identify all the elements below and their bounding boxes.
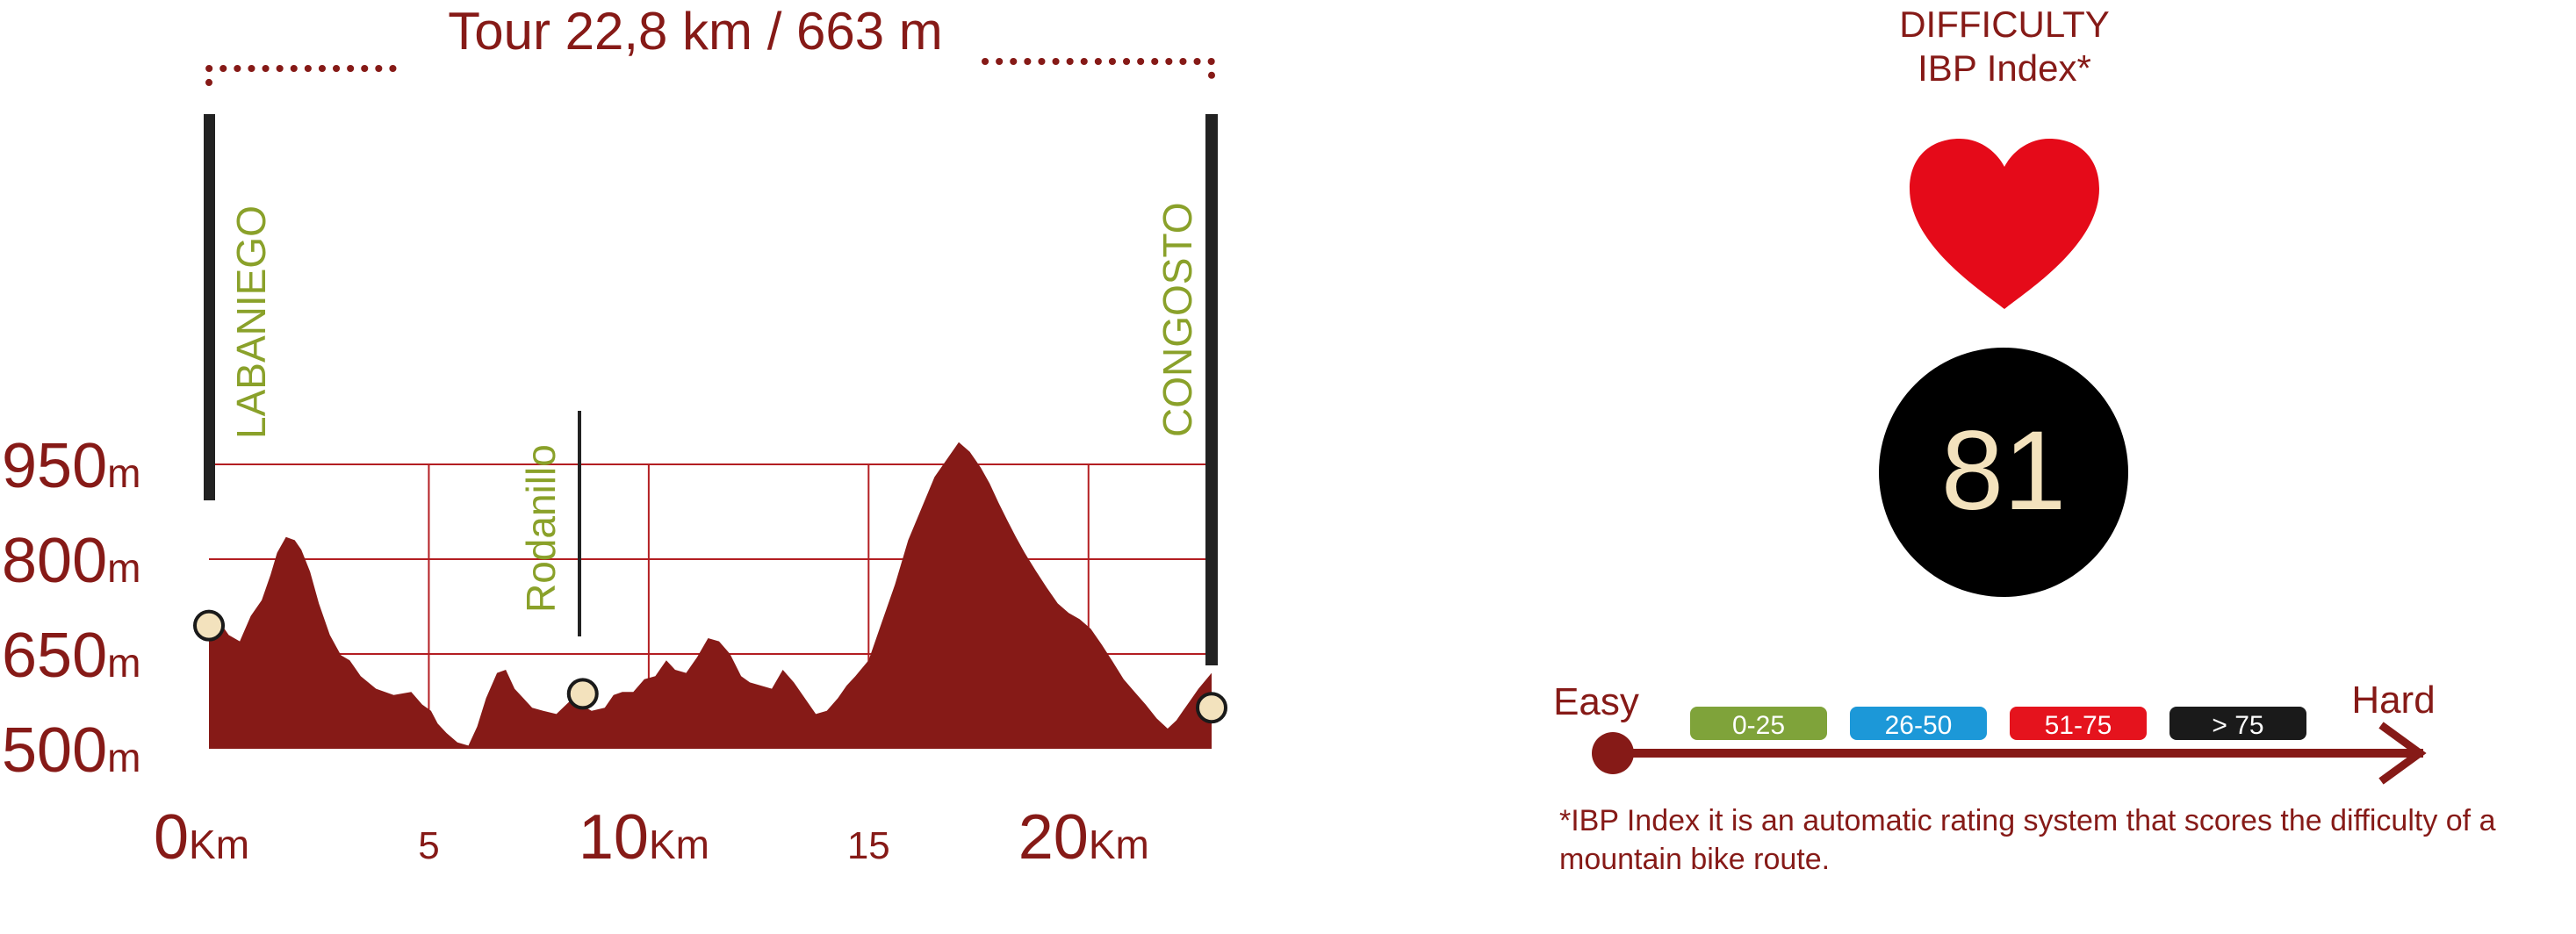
range-pill-26-50 [1850, 707, 1987, 740]
y-tick-unit: m [107, 640, 140, 686]
x-tick-unit: Km [649, 822, 709, 867]
place-label-congosto: CONGOSTO [1155, 202, 1200, 437]
marker-congosto [1196, 692, 1227, 724]
title-bracket-left [205, 65, 409, 86]
scale-start-dot [1592, 732, 1634, 774]
y-tick-label: 500m [2, 715, 140, 786]
easy-label: Easy [1553, 680, 1639, 723]
difficulty-panel: DIFFICULTY IBP Index* 81 Easy Hard 0-25 … [1553, 4, 2495, 876]
range-pill-0-25 [1690, 707, 1827, 740]
x-tick-unit: Km [1089, 822, 1149, 867]
difficulty-title: DIFFICULTY [1899, 4, 2110, 45]
elevation-chart: Tour 22,8 km / 663 m 950m 800m 650m 500m 0K… [2, 2, 1227, 873]
y-tick-unit: m [107, 450, 140, 496]
y-tick-unit: m [107, 735, 140, 780]
title-bracket-right [982, 58, 1215, 86]
scale-range-pills: 0-25 26-50 51-75 > 75 [1690, 707, 2306, 740]
x-axis-labels: 0Km 5 10Km 15 20Km [154, 802, 1149, 873]
range-label-51-75: 51-75 [2045, 711, 2112, 740]
place-label-rodanillo: Rodanillo [518, 444, 564, 613]
range-label-over-75: > 75 [2212, 711, 2263, 740]
end-post [1205, 114, 1218, 665]
place-label-labaniego: LABANIEGO [228, 205, 274, 439]
range-pill-51-75 [2010, 707, 2147, 740]
ibp-index-subtitle: IBP Index* [1918, 47, 2091, 89]
range-label-0-25: 0-25 [1732, 711, 1785, 740]
scale-arrow-head [2378, 722, 2427, 785]
hard-label: Hard [2351, 679, 2435, 722]
heart-icon [1910, 139, 2099, 309]
range-label-26-50: 26-50 [1885, 711, 1953, 740]
marker-labaniego [193, 609, 225, 642]
x-tick-label: 0Km [154, 802, 249, 873]
x-tick-label: 10Km [579, 802, 709, 873]
marker-rodanillo [566, 678, 599, 710]
ibp-footnote-line2: mountain bike route. [1559, 843, 1830, 876]
ibp-score: 81 [1941, 408, 2066, 534]
x-tick-unit: Km [189, 822, 249, 867]
score-badge [1879, 348, 2128, 597]
y-tick-label: 950m [2, 431, 140, 501]
ibp-footnote-line1: *IBP Index it is an automatic rating sys… [1559, 804, 2496, 837]
start-post [204, 114, 215, 500]
x-tick-label: 5 [418, 824, 439, 867]
y-tick-unit: m [107, 545, 140, 591]
title-bracket [205, 58, 1215, 86]
elevation-profile-area [209, 442, 1212, 749]
x-tick-label: 15 [847, 824, 890, 867]
chart-title: Tour 22,8 km / 663 m [448, 2, 943, 61]
y-tick-label: 800m [2, 526, 140, 596]
y-tick-label: 650m [2, 621, 140, 691]
range-pill-over-75 [2169, 707, 2306, 740]
x-tick-label: 20Km [1018, 802, 1149, 873]
y-axis-labels: 950m 800m 650m 500m [2, 431, 140, 786]
